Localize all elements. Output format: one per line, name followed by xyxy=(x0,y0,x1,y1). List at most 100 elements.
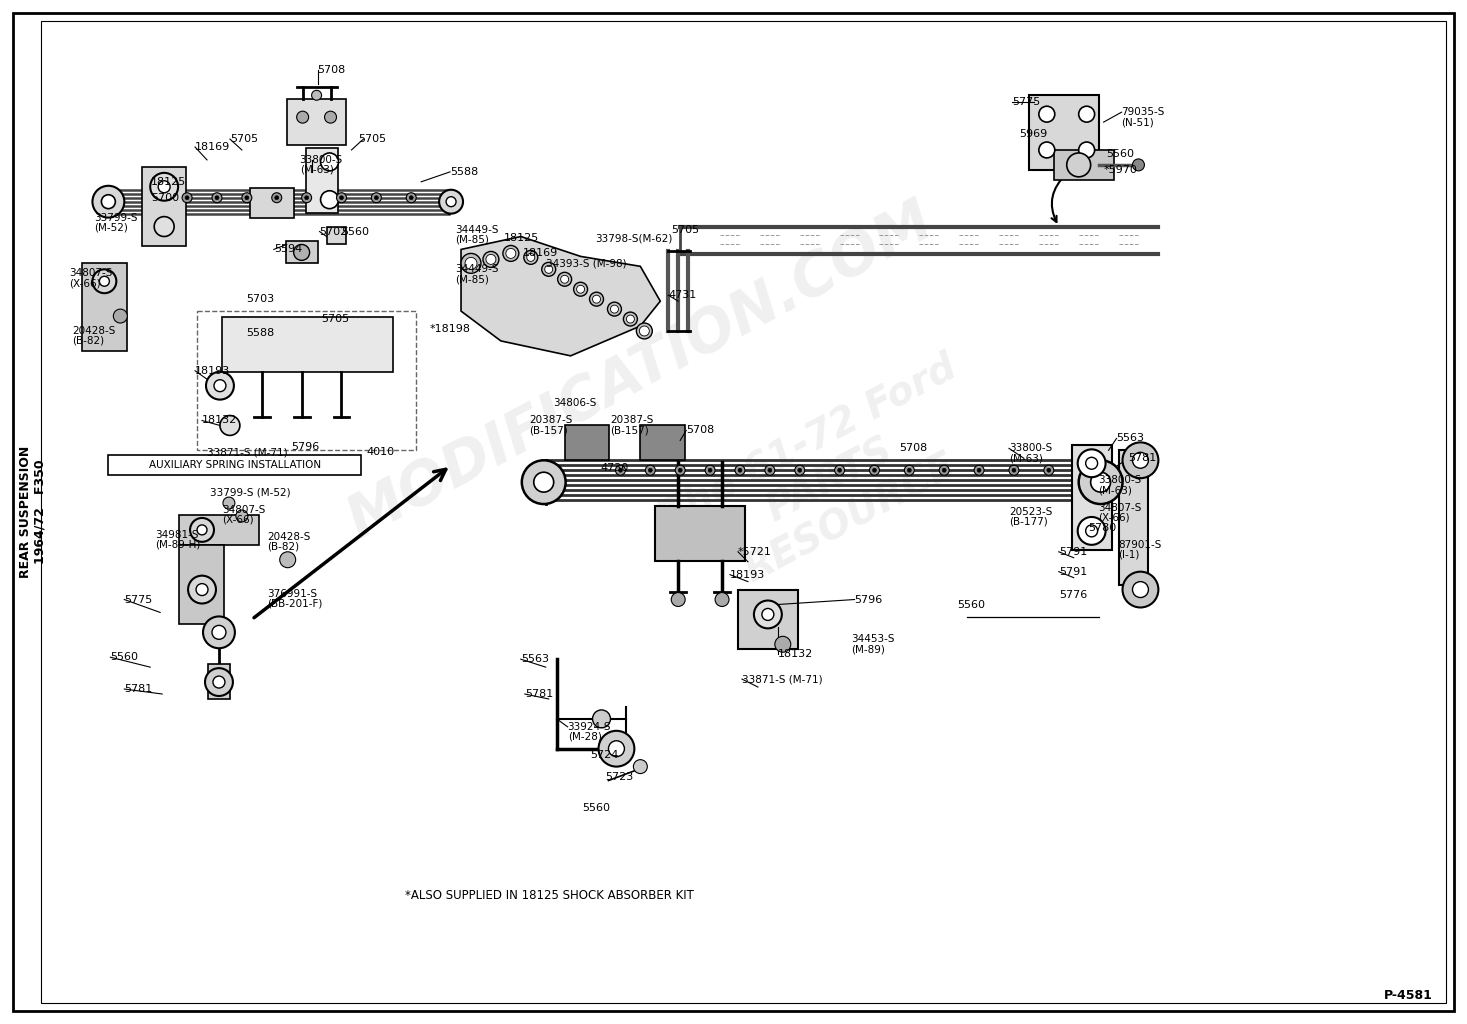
Text: (B-177): (B-177) xyxy=(1009,517,1047,527)
Text: (B-82): (B-82) xyxy=(267,542,299,552)
Circle shape xyxy=(150,173,178,201)
Text: 33800-S: 33800-S xyxy=(1099,475,1141,485)
Circle shape xyxy=(213,193,222,203)
Text: (X-66): (X-66) xyxy=(222,515,254,525)
Circle shape xyxy=(798,468,802,472)
Circle shape xyxy=(236,510,248,522)
Circle shape xyxy=(213,676,224,688)
Text: (M-52): (M-52) xyxy=(94,222,128,232)
Bar xyxy=(641,426,685,460)
Circle shape xyxy=(678,468,682,472)
Text: 20387-S: 20387-S xyxy=(610,416,654,426)
Bar xyxy=(738,590,798,649)
Bar xyxy=(305,148,337,213)
Text: 5560: 5560 xyxy=(342,226,370,237)
Text: 34806-S: 34806-S xyxy=(553,397,596,408)
Text: 5780: 5780 xyxy=(1089,523,1116,532)
Circle shape xyxy=(607,302,622,316)
Circle shape xyxy=(406,193,417,203)
Circle shape xyxy=(439,189,464,214)
Circle shape xyxy=(1009,465,1020,475)
Bar xyxy=(249,187,293,218)
Text: 33799-S (M-52): 33799-S (M-52) xyxy=(210,487,290,497)
Text: 5708: 5708 xyxy=(899,443,927,454)
Text: 18125: 18125 xyxy=(503,233,540,244)
Circle shape xyxy=(1039,106,1055,122)
Bar xyxy=(1053,150,1113,180)
Circle shape xyxy=(1133,453,1149,468)
Circle shape xyxy=(764,465,775,475)
Circle shape xyxy=(714,593,729,606)
Circle shape xyxy=(197,525,207,535)
Text: 5791: 5791 xyxy=(1059,547,1087,557)
Text: 376991-S: 376991-S xyxy=(267,589,317,599)
Text: 5781: 5781 xyxy=(1128,454,1157,463)
Text: 33924-S: 33924-S xyxy=(568,722,612,732)
Circle shape xyxy=(1045,465,1053,475)
Circle shape xyxy=(593,710,610,728)
Circle shape xyxy=(197,584,208,596)
Circle shape xyxy=(738,468,742,472)
Circle shape xyxy=(92,185,125,218)
Circle shape xyxy=(524,251,538,264)
Text: 5705: 5705 xyxy=(672,224,700,234)
Circle shape xyxy=(1122,442,1159,478)
Text: 5702: 5702 xyxy=(320,226,348,237)
Circle shape xyxy=(182,193,192,203)
Text: (M-28): (M-28) xyxy=(568,732,601,741)
Circle shape xyxy=(599,731,634,767)
Text: 5723: 5723 xyxy=(606,771,634,781)
Bar xyxy=(179,515,258,545)
Circle shape xyxy=(1078,450,1106,477)
Circle shape xyxy=(205,372,233,399)
Circle shape xyxy=(544,265,553,273)
Circle shape xyxy=(220,416,241,435)
Circle shape xyxy=(939,465,949,475)
Circle shape xyxy=(92,269,116,293)
Text: 5560: 5560 xyxy=(582,804,610,813)
Text: (BB-201-F): (BB-201-F) xyxy=(267,598,323,608)
Text: AUXILIARY SPRING INSTALLATION: AUXILIARY SPRING INSTALLATION xyxy=(148,460,321,470)
Text: 5775: 5775 xyxy=(1012,97,1040,108)
Circle shape xyxy=(1078,106,1094,122)
Circle shape xyxy=(339,196,343,200)
Circle shape xyxy=(534,472,553,493)
Text: 5796: 5796 xyxy=(855,595,883,604)
Text: 33798-S(M-62): 33798-S(M-62) xyxy=(596,233,673,244)
Circle shape xyxy=(709,468,711,472)
Circle shape xyxy=(503,246,519,261)
Text: 18125: 18125 xyxy=(151,177,186,186)
Circle shape xyxy=(188,575,216,603)
Text: 33800-S: 33800-S xyxy=(299,155,343,165)
Circle shape xyxy=(619,468,622,472)
Polygon shape xyxy=(461,237,660,356)
Text: 5594: 5594 xyxy=(274,245,302,254)
Circle shape xyxy=(1078,142,1094,158)
Text: 5781: 5781 xyxy=(125,684,153,694)
Text: 20523-S: 20523-S xyxy=(1009,507,1052,517)
Text: 18132: 18132 xyxy=(778,649,813,659)
Text: (B-157): (B-157) xyxy=(528,425,568,435)
Bar xyxy=(142,167,186,247)
Text: 5775: 5775 xyxy=(125,595,153,604)
Text: 34981-S: 34981-S xyxy=(156,529,198,540)
Bar xyxy=(327,226,346,245)
Text: (N-51): (N-51) xyxy=(1122,117,1155,127)
Circle shape xyxy=(158,181,170,193)
Circle shape xyxy=(795,465,805,475)
Circle shape xyxy=(216,196,219,200)
Circle shape xyxy=(838,468,842,472)
Text: 33800-S: 33800-S xyxy=(1009,443,1052,454)
Text: The 61-72 Ford
PARTS
RESOURCE: The 61-72 Ford PARTS RESOURCE xyxy=(654,347,1005,613)
Circle shape xyxy=(1012,468,1017,472)
Text: 33871-S (M-71): 33871-S (M-71) xyxy=(207,447,288,458)
Text: 5708: 5708 xyxy=(687,425,714,435)
Circle shape xyxy=(645,465,656,475)
Circle shape xyxy=(835,465,845,475)
Text: 5705: 5705 xyxy=(358,134,386,144)
Text: (M-63): (M-63) xyxy=(1099,485,1133,496)
Circle shape xyxy=(590,292,603,306)
Circle shape xyxy=(205,668,233,696)
Circle shape xyxy=(321,190,339,209)
Circle shape xyxy=(557,272,572,287)
